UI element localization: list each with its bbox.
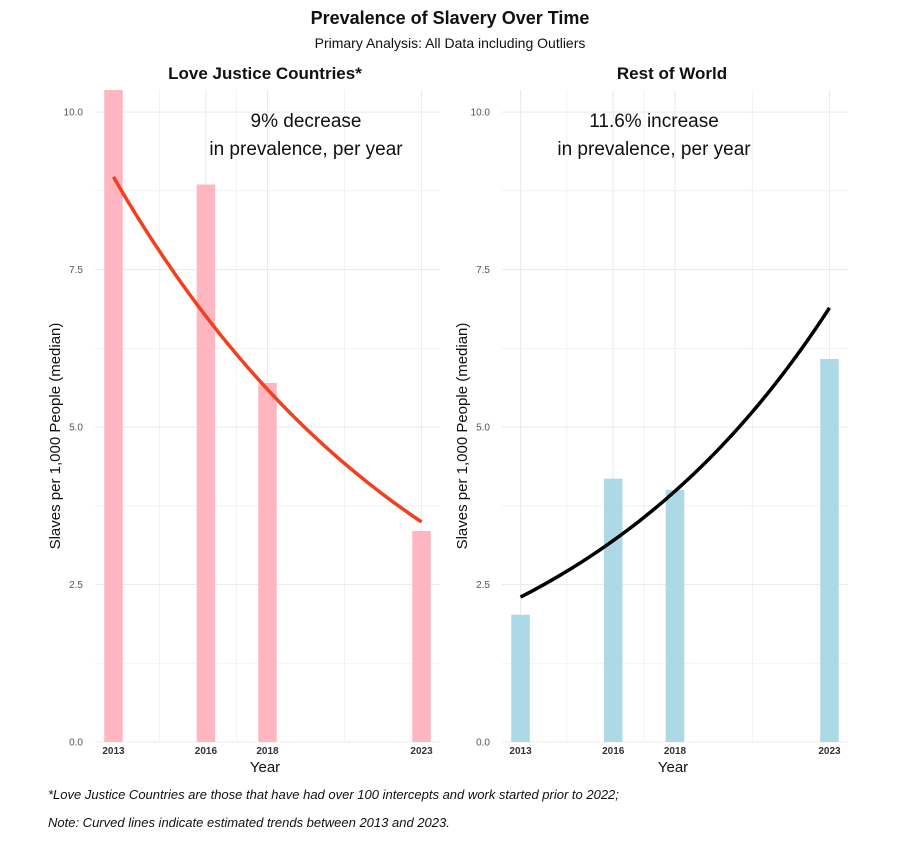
panel-title: Rest of World bbox=[617, 64, 727, 83]
x-tick-label: 2013 bbox=[102, 746, 125, 757]
bar-2013 bbox=[511, 614, 530, 742]
trend-annotation-line2: in prevalence, per year bbox=[209, 139, 403, 160]
bar-2016 bbox=[196, 184, 216, 743]
bar-2023 bbox=[820, 358, 839, 742]
y-tick-label: 5.0 bbox=[69, 423, 83, 434]
panel-title: Love Justice Countries* bbox=[168, 64, 362, 83]
x-tick-label: 2016 bbox=[195, 746, 218, 757]
x-axis-title: Year bbox=[250, 759, 280, 776]
y-tick-label: 2.5 bbox=[476, 580, 490, 591]
x-tick-label: 2018 bbox=[256, 746, 279, 757]
panel-love-justice: 0.0 2.5 5.0 7.5 10.0 2013 2016 2018 2023 Love Jus… bbox=[47, 64, 440, 776]
bar-2023 bbox=[412, 530, 431, 742]
bar-2018 bbox=[258, 382, 277, 742]
y-tick-label: 2.5 bbox=[69, 580, 83, 591]
x-tick-label: 2016 bbox=[602, 746, 625, 757]
y-tick-label: 7.5 bbox=[69, 265, 83, 276]
y-tick-label: 0.0 bbox=[69, 738, 83, 749]
y-tick-label: 0.0 bbox=[476, 738, 490, 749]
bar-2016 bbox=[603, 478, 623, 742]
trend-line bbox=[111, 176, 423, 524]
trend-annotation-line1: 11.6% increase bbox=[589, 111, 719, 132]
y-tick-label: 10.0 bbox=[471, 108, 491, 119]
bar-2013 bbox=[104, 90, 123, 742]
y-tick-label: 7.5 bbox=[476, 265, 490, 276]
footnote-curved-lines: Note: Curved lines indicate estimated tr… bbox=[48, 815, 450, 830]
chart-area: 0.0 2.5 5.0 7.5 10.0 2013 2016 2018 2023 Love Jus… bbox=[47, 64, 848, 776]
trend-annotation-line1: 9% decrease bbox=[251, 111, 362, 132]
y-axis-title: Slaves per 1,000 People (median) bbox=[47, 323, 64, 550]
x-axis-title: Year bbox=[658, 759, 688, 776]
y-axis-title: Slaves per 1,000 People (median) bbox=[454, 323, 471, 550]
y-tick-label: 10.0 bbox=[64, 108, 84, 119]
x-tick-label: 2023 bbox=[818, 746, 841, 757]
x-tick-label: 2013 bbox=[509, 746, 532, 757]
panel-rest-of-world: 0.0 2.5 5.0 7.5 10.0 2013 2016 2018 2023 Rest of … bbox=[454, 64, 848, 776]
figure-title: Prevalence of Slavery Over Time bbox=[310, 8, 590, 28]
x-tick-label: 2018 bbox=[664, 746, 687, 757]
x-tick-label: 2023 bbox=[410, 746, 433, 757]
footnote-love-justice: *Love Justice Countries are those that h… bbox=[48, 787, 619, 802]
figure-subtitle: Primary Analysis: All Data including Out… bbox=[314, 35, 586, 51]
trend-annotation-line2: in prevalence, per year bbox=[557, 139, 751, 160]
trend-line bbox=[519, 306, 831, 599]
bar-2018 bbox=[665, 490, 685, 742]
y-tick-label: 5.0 bbox=[476, 423, 490, 434]
